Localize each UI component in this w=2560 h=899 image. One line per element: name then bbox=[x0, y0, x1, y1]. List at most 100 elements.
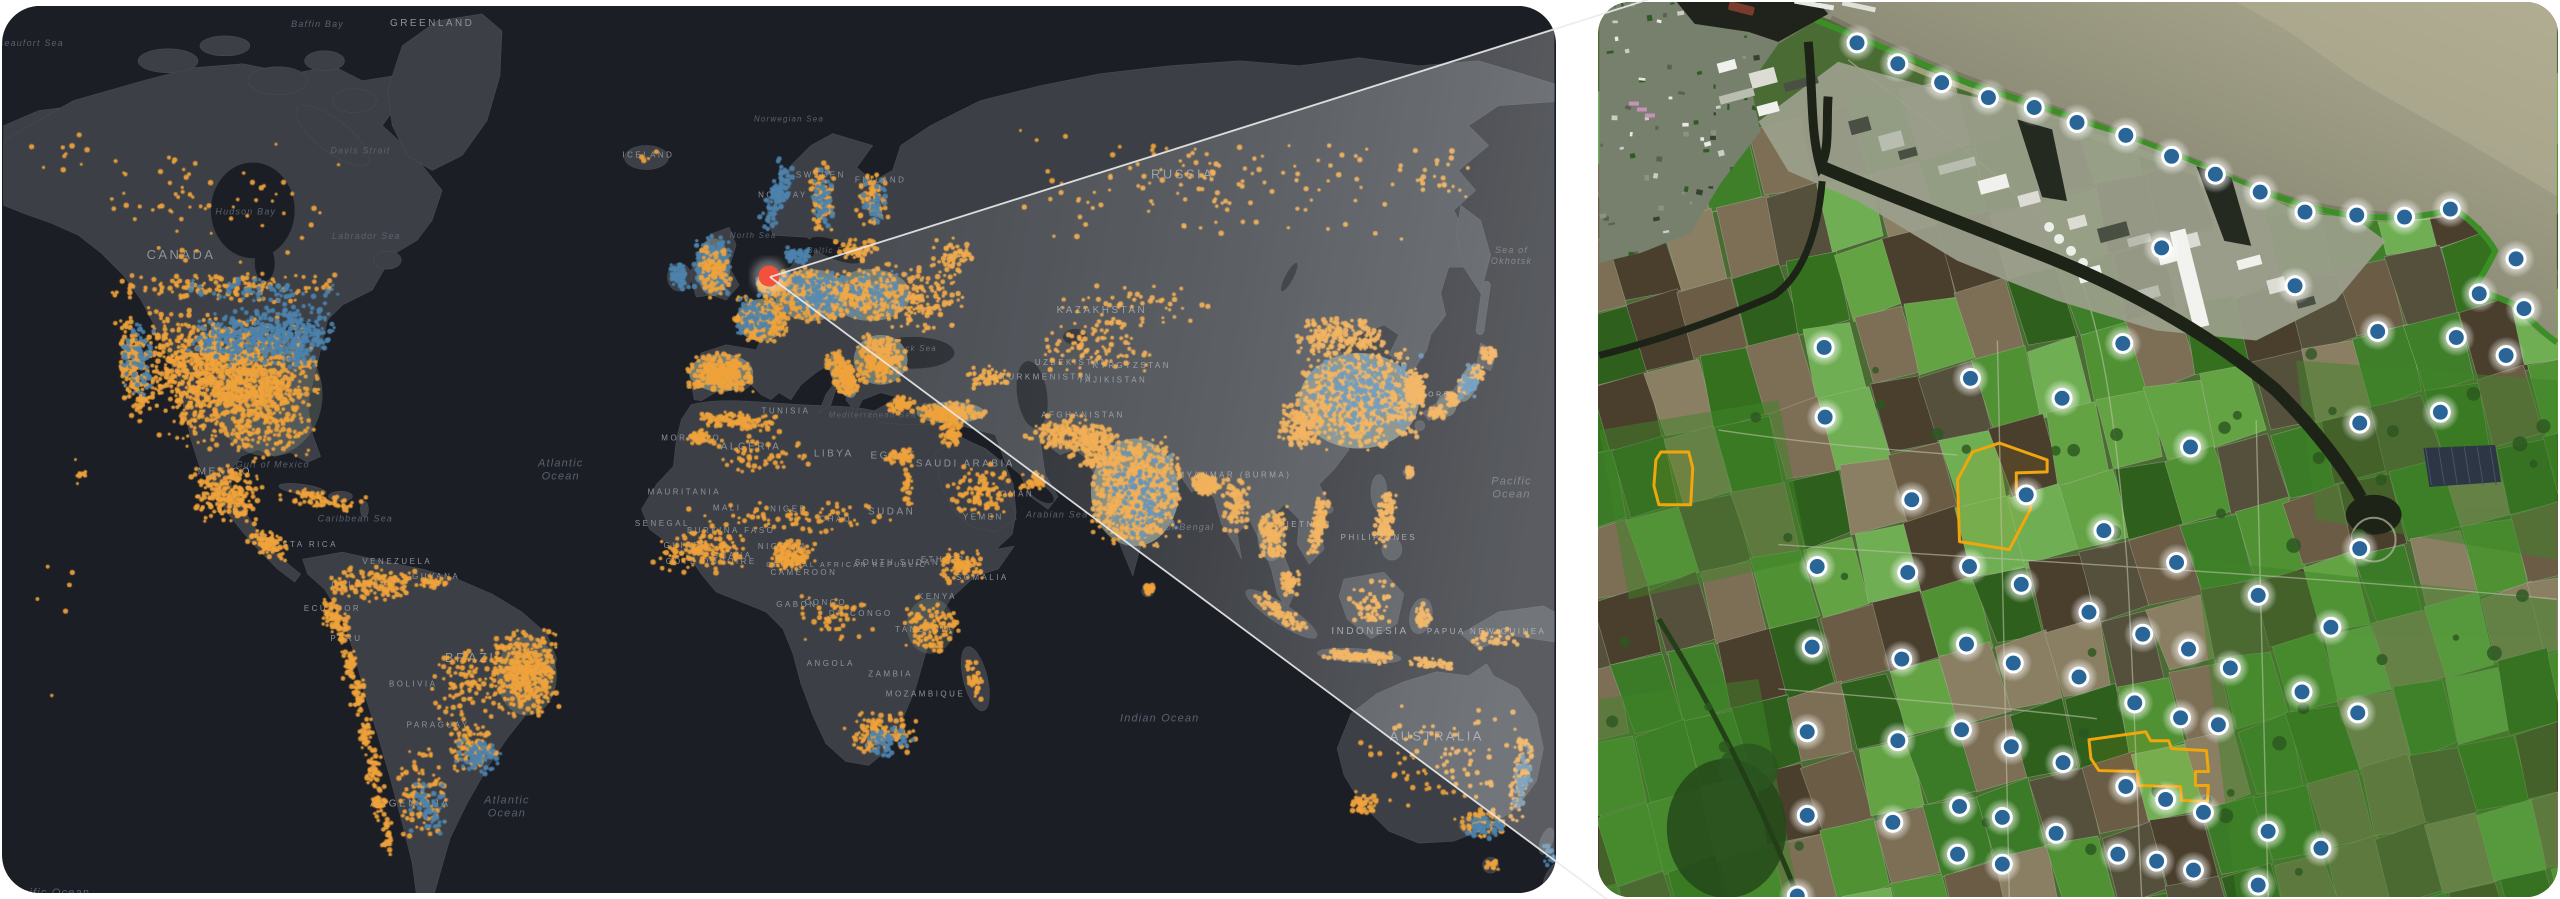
sample-point-marker[interactable] bbox=[2184, 793, 2223, 832]
canal-basin bbox=[2345, 494, 2402, 535]
sample-point-marker[interactable] bbox=[2358, 312, 2397, 351]
sample-point-marker[interactable] bbox=[2157, 543, 2196, 582]
sample-point-marker[interactable] bbox=[1878, 44, 1917, 83]
sample-point-marker[interactable] bbox=[1942, 710, 1981, 749]
sample-point-marker[interactable] bbox=[2276, 266, 2314, 305]
sample-point-marker[interactable] bbox=[2505, 289, 2543, 328]
sample-point-marker[interactable] bbox=[2421, 393, 2460, 432]
jetty bbox=[1794, 2, 1835, 11]
solar-farm bbox=[2423, 445, 2502, 487]
sample-point-marker[interactable] bbox=[1793, 628, 1832, 667]
sample-point-marker[interactable] bbox=[2142, 228, 2181, 267]
sample-point-marker[interactable] bbox=[2431, 190, 2470, 228]
sample-point-marker[interactable] bbox=[1798, 547, 1837, 586]
sample-point-marker[interactable] bbox=[2340, 404, 2379, 443]
sample-point-marker[interactable] bbox=[2196, 155, 2235, 194]
sample-point-marker[interactable] bbox=[1838, 23, 1876, 62]
woodland bbox=[1666, 758, 1787, 897]
sample-point-marker[interactable] bbox=[2437, 318, 2476, 357]
sample-point-marker[interactable] bbox=[2385, 198, 2424, 236]
sample-point-marker[interactable] bbox=[2199, 705, 2238, 744]
sample-point-marker[interactable] bbox=[2239, 576, 2278, 615]
sample-point-marker[interactable] bbox=[1778, 877, 1817, 897]
satellite-image bbox=[1598, 2, 2558, 897]
sample-point-marker[interactable] bbox=[2283, 673, 2321, 711]
sample-point-marker[interactable] bbox=[1878, 721, 1917, 760]
ship bbox=[1728, 2, 1755, 16]
world-map-panel[interactable]: CANADAGREENLANDICELANDNORWAYSWEDENFINLAN… bbox=[2, 6, 1556, 893]
sample-point-marker[interactable] bbox=[1994, 644, 2033, 682]
sample-point-marker[interactable] bbox=[2106, 767, 2145, 806]
zoom-cone-overlay bbox=[752, 27, 1555, 862]
aoi-layer bbox=[1652, 441, 2210, 803]
sample-point-marker[interactable] bbox=[2103, 324, 2142, 363]
sample-point-marker[interactable] bbox=[2211, 649, 2250, 687]
sample-point-marker[interactable] bbox=[2043, 379, 2081, 418]
sample-point-marker[interactable] bbox=[2241, 173, 2280, 212]
sample-point-marker[interactable] bbox=[2174, 851, 2213, 890]
sample-point-marker[interactable] bbox=[2487, 336, 2526, 375]
sample-point-marker[interactable] bbox=[1969, 78, 2008, 117]
sample-point-marker[interactable] bbox=[2286, 193, 2324, 231]
location-marker[interactable] bbox=[758, 265, 780, 287]
sample-point-marker[interactable] bbox=[1788, 712, 1827, 751]
sample-point-marker[interactable] bbox=[2169, 630, 2208, 669]
sample-point-marker[interactable] bbox=[2171, 428, 2210, 466]
sample-markers bbox=[1778, 23, 2543, 897]
tree-lined-road bbox=[1656, 617, 1801, 897]
sample-point-marker[interactable] bbox=[2161, 698, 2200, 737]
industrial-port-area bbox=[1758, 61, 2386, 341]
sample-point-marker[interactable] bbox=[2084, 511, 2123, 550]
sample-point-marker[interactable] bbox=[2060, 658, 2098, 696]
sample-point-marker[interactable] bbox=[2070, 593, 2108, 632]
harbor-basin bbox=[1676, 2, 1829, 42]
canals bbox=[1598, 41, 2367, 501]
estuary-water bbox=[1778, 2, 2557, 346]
sample-point-marker[interactable] bbox=[2337, 196, 2376, 234]
field-aoi-1[interactable] bbox=[1652, 450, 1695, 507]
sample-point-marker[interactable] bbox=[1951, 359, 1990, 398]
sample-point-marker[interactable] bbox=[1888, 553, 1927, 592]
sample-point-marker[interactable] bbox=[2058, 103, 2096, 142]
sample-point-marker[interactable] bbox=[2338, 693, 2377, 732]
sample-point-marker[interactable] bbox=[1892, 480, 1931, 519]
sample-point-marker[interactable] bbox=[1788, 796, 1827, 835]
sample-point-marker[interactable] bbox=[2239, 866, 2278, 897]
sample-point-marker[interactable] bbox=[1983, 845, 2022, 884]
sample-point-marker[interactable] bbox=[2137, 842, 2176, 881]
tidal-flats bbox=[2236, 2, 2557, 197]
sample-point-marker[interactable] bbox=[2007, 475, 2046, 514]
sample-point-marker[interactable] bbox=[1947, 625, 1986, 664]
jetty bbox=[1841, 2, 1876, 13]
sample-point-marker[interactable] bbox=[2037, 814, 2076, 853]
sample-point-marker[interactable] bbox=[2002, 565, 2041, 604]
satellite-map-panel[interactable] bbox=[1598, 2, 2558, 897]
zoom-cone bbox=[769, 27, 1555, 862]
sample-point-marker[interactable] bbox=[2249, 812, 2288, 851]
sample-point-marker[interactable] bbox=[1992, 727, 2031, 766]
sample-point-marker[interactable] bbox=[2115, 683, 2154, 722]
sample-point-marker[interactable] bbox=[1940, 787, 1979, 826]
sample-point-marker[interactable] bbox=[1950, 547, 1989, 586]
sample-point-marker[interactable] bbox=[2301, 829, 2340, 868]
sample-point-marker[interactable] bbox=[1983, 798, 2022, 837]
sample-point-marker[interactable] bbox=[1882, 640, 1921, 678]
sample-point-marker[interactable] bbox=[1873, 803, 1912, 842]
sample-point-marker[interactable] bbox=[2340, 529, 2379, 568]
sample-point-marker[interactable] bbox=[2015, 88, 2054, 127]
sample-point-marker[interactable] bbox=[2460, 274, 2499, 313]
sample-point-marker[interactable] bbox=[2098, 835, 2137, 874]
sample-point-marker[interactable] bbox=[1922, 63, 1961, 102]
sample-point-marker[interactable] bbox=[2146, 780, 2185, 819]
dock-basin bbox=[2017, 119, 2068, 202]
sample-point-marker[interactable] bbox=[2106, 116, 2145, 155]
sample-point-marker[interactable] bbox=[2123, 615, 2162, 654]
sample-point-marker[interactable] bbox=[2497, 239, 2535, 278]
sample-point-marker[interactable] bbox=[1938, 835, 1977, 874]
sample-point-marker[interactable] bbox=[2311, 608, 2350, 647]
sample-point-marker[interactable] bbox=[1805, 328, 1844, 367]
sample-point-marker[interactable] bbox=[1806, 398, 1845, 437]
sample-point-marker[interactable] bbox=[2152, 137, 2191, 176]
sample-point-marker[interactable] bbox=[2044, 743, 2082, 782]
